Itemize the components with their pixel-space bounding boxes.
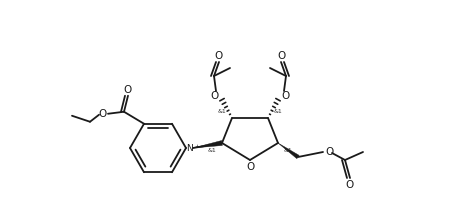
- Text: O: O: [123, 85, 131, 95]
- Text: N$^+$: N$^+$: [186, 142, 200, 154]
- Text: O: O: [345, 180, 353, 190]
- Polygon shape: [278, 143, 299, 159]
- Text: O: O: [282, 91, 290, 101]
- Text: O: O: [278, 51, 286, 61]
- Text: &1: &1: [284, 149, 292, 153]
- Text: &1: &1: [207, 149, 217, 153]
- Text: O: O: [210, 91, 218, 101]
- Text: &1: &1: [217, 108, 227, 114]
- Text: O: O: [246, 162, 254, 172]
- Text: O: O: [214, 51, 222, 61]
- Text: O: O: [325, 147, 333, 157]
- Text: &1: &1: [274, 108, 282, 114]
- Text: O: O: [98, 109, 106, 119]
- Polygon shape: [193, 141, 222, 148]
